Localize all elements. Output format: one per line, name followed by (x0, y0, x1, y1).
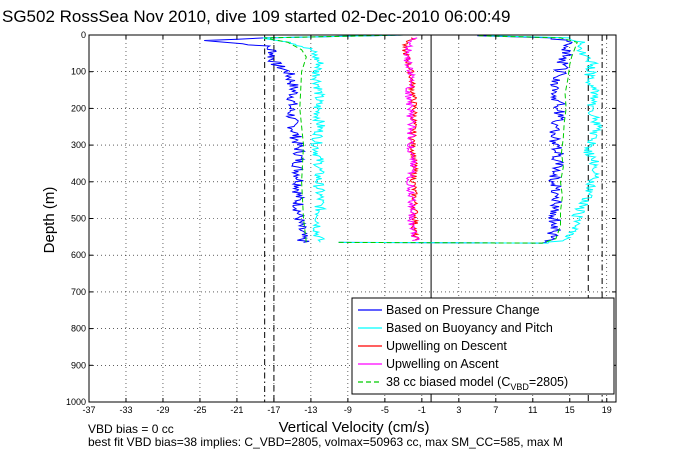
series-line-climb (403, 37, 420, 241)
x-tick-label: 11 (528, 405, 537, 415)
y-tick-label: 100 (71, 67, 86, 77)
footnote-best-fit: best fit VBD bias=38 implies: C_VBD=2805… (88, 435, 563, 449)
legend-box (351, 297, 615, 395)
x-tick-label: -17 (267, 405, 280, 415)
y-tick-labels: 0 100 200 300 400 500 600 700 800 900 1000 (66, 30, 86, 407)
series-1 (204, 34, 573, 244)
chart-title: SG502 RossSea Nov 2010, dive 109 started… (2, 7, 510, 26)
x-tick-label: 7 (493, 405, 498, 415)
y-tick-label: 0 (81, 30, 86, 40)
series-5 (264, 34, 578, 244)
y-tick-label: 600 (71, 250, 86, 260)
x-tick-label: 15 (565, 405, 575, 415)
legend-entry: Based on Pressure Change (386, 303, 540, 317)
series-line-dive (264, 34, 404, 243)
y-tick-label: 200 (71, 103, 86, 113)
legend-subscript: VBD (510, 382, 529, 392)
y-tick-label: 800 (71, 324, 86, 334)
series-4 (403, 37, 420, 241)
x-tick-label: -25 (193, 405, 206, 415)
x-tick-label: -9 (344, 405, 352, 415)
x-tick-label: -13 (304, 405, 317, 415)
legend-entry: Upwelling on Ascent (386, 357, 499, 371)
legend: Based on Pressure Change Based on Buoyanc… (351, 297, 615, 395)
x-tick-label: 19 (602, 405, 612, 415)
y-tick-label: 900 (71, 360, 86, 370)
legend-entry-tail: =2805) (529, 375, 568, 389)
x-tick-label: 3 (456, 405, 461, 415)
x-tick-label: -1 (418, 405, 426, 415)
x-tick-labels: -37 -33 -29 -25 -21 -17 -13 -9 -5 -1 3 7 11 15 19 (82, 405, 611, 415)
axes (88, 34, 617, 403)
footnote-vbd-bias: VBD bias = 0 cc (88, 422, 174, 436)
x-tick-label: -37 (82, 405, 95, 415)
x-tick-label: -5 (381, 405, 389, 415)
x-tick-label: -21 (230, 405, 243, 415)
series-line-climb (338, 35, 573, 244)
series-group (204, 34, 603, 244)
legend-entry: Based on Buoyancy and Pitch (386, 321, 553, 335)
x-axis-label: Vertical Velocity (cm/s) (279, 419, 430, 436)
series-3 (401, 37, 420, 241)
series-line-dive (262, 34, 404, 243)
y-axis-label: Depth (m) (41, 187, 58, 254)
y-tick-label: 300 (71, 140, 86, 150)
y-tick-label: 1000 (66, 397, 86, 407)
series-line-dive (401, 37, 420, 241)
series-line-climb (338, 35, 603, 244)
y-tick-label: 500 (71, 214, 86, 224)
series-line-dive (204, 34, 404, 243)
series-line-climb (338, 35, 578, 244)
y-tick-label: 700 (71, 287, 86, 297)
legend-entry: Upwelling on Descent (386, 339, 507, 353)
series-2 (262, 34, 603, 244)
x-tick-label: -33 (119, 405, 132, 415)
y-tick-label: 400 (71, 177, 86, 187)
x-tick-label: -29 (156, 405, 169, 415)
